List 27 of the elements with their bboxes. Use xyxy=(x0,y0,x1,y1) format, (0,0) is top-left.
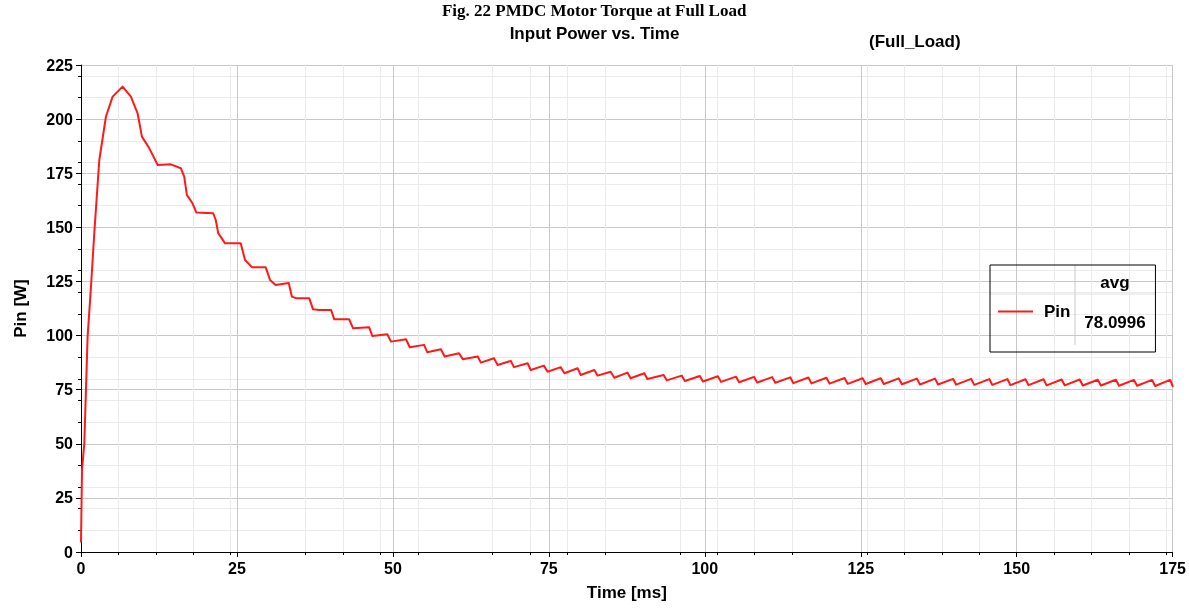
x-tick-label: 25 xyxy=(228,559,246,577)
x-tick-label: 100 xyxy=(691,559,719,577)
y-axis-title: Pin [W] xyxy=(11,279,30,338)
chart-subtitle: (Full_Load) xyxy=(869,32,961,51)
x-tick-label: 150 xyxy=(1003,559,1031,577)
caption: Fig. 22 PMDC Motor Torque at Full Load xyxy=(441,1,747,20)
x-tick-label: 125 xyxy=(847,559,875,577)
y-tick-label: 100 xyxy=(46,327,74,345)
annotation: avg xyxy=(1100,272,1130,292)
x-tick-label: 50 xyxy=(384,559,402,577)
chart-title: Input Power vs. Time xyxy=(509,24,680,43)
y-tick-label: 200 xyxy=(46,110,74,128)
x-axis-title: Time [ms] xyxy=(586,583,667,602)
x-tick-label: 175 xyxy=(1159,559,1187,577)
y-tick-label: 150 xyxy=(46,218,74,236)
annotation: 78.0996 xyxy=(1084,312,1146,332)
x-tick-label: 0 xyxy=(76,559,86,577)
y-tick-label: 25 xyxy=(55,489,74,507)
y-tick-label: 50 xyxy=(55,435,74,453)
y-tick-label: 0 xyxy=(64,543,74,561)
y-tick-label: 75 xyxy=(55,381,74,399)
y-tick-label: 175 xyxy=(46,164,74,182)
y-tick-label: 125 xyxy=(46,272,74,290)
x-tick-label: 75 xyxy=(539,559,558,577)
y-tick-label: 225 xyxy=(46,56,74,74)
legend-label: Pin xyxy=(1044,302,1071,321)
line-series xyxy=(80,85,1174,543)
